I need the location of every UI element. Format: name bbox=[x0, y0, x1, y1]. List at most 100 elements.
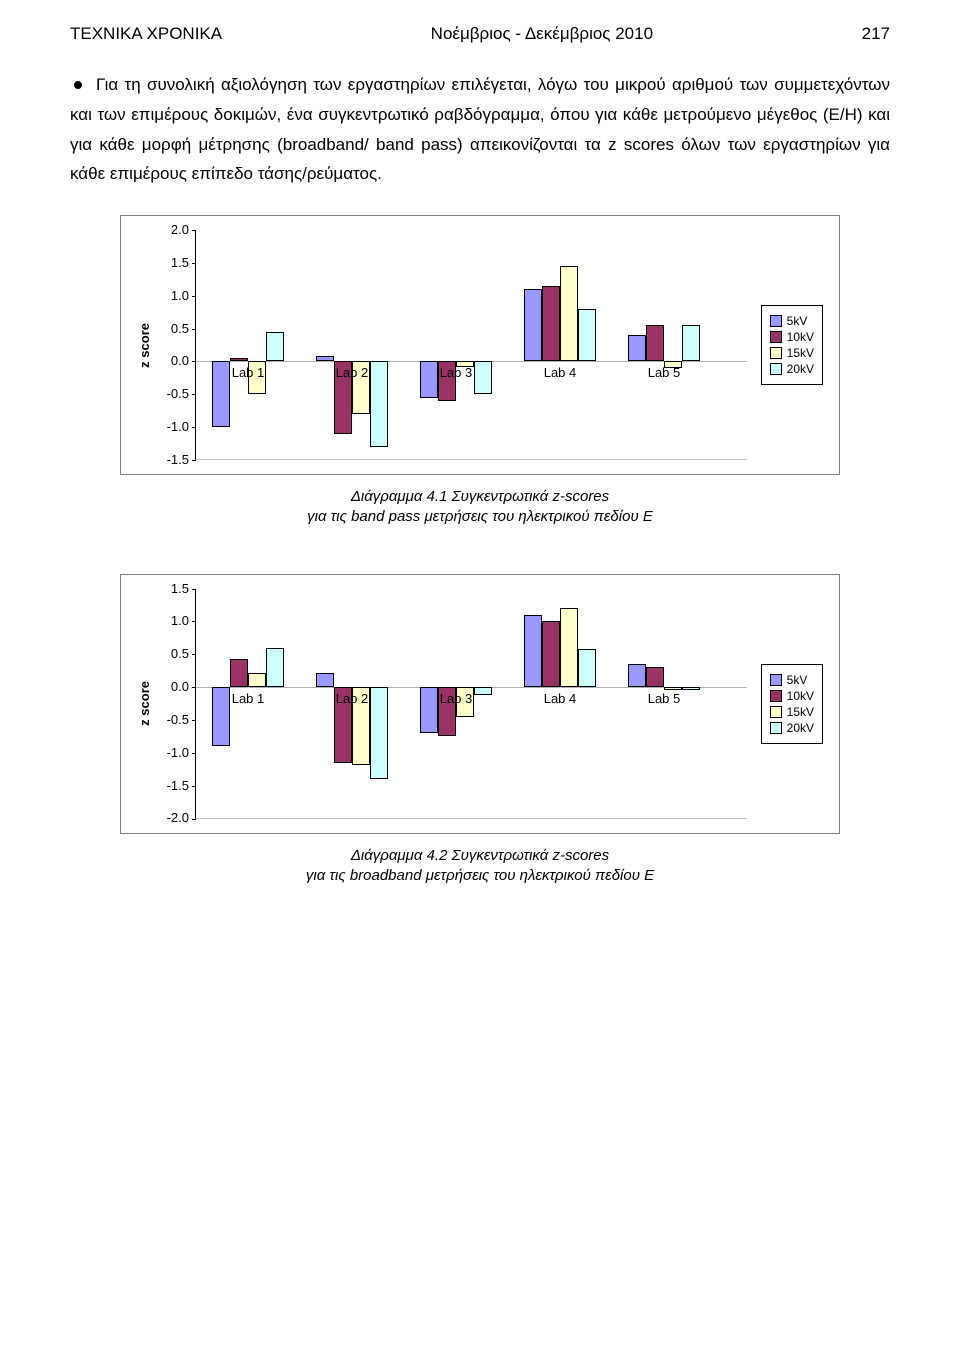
legend-label: 15kV bbox=[787, 346, 814, 360]
legend-swatch bbox=[770, 331, 782, 343]
header-center: Νοέμβριος - Δεκέμβριος 2010 bbox=[431, 24, 653, 44]
bar bbox=[248, 673, 266, 687]
chart-1-row: z score 2.01.51.00.50.0-0.5-1.0-1.5 Lab … bbox=[137, 230, 823, 460]
xaxis-label: Lab 5 bbox=[648, 365, 681, 380]
ytick-mark bbox=[192, 427, 196, 428]
bar bbox=[230, 659, 248, 687]
caption-1-line-1: Διάγραμμα 4.1 Συγκεντρωτικά z-scores bbox=[351, 488, 609, 505]
chart-2-ylabel: z score bbox=[137, 681, 155, 726]
ytick-mark bbox=[192, 720, 196, 721]
ytick-mark bbox=[192, 753, 196, 754]
legend-item: 20kV bbox=[770, 362, 814, 376]
bar bbox=[370, 687, 388, 779]
bar bbox=[230, 358, 248, 361]
legend-label: 20kV bbox=[787, 362, 814, 376]
legend-swatch bbox=[770, 722, 782, 734]
ytick-mark bbox=[192, 621, 196, 622]
ytick-mark bbox=[192, 296, 196, 297]
bar bbox=[578, 649, 596, 687]
bar bbox=[370, 361, 388, 446]
chart-1-legend: 5kV 10kV 15kV 20kV bbox=[761, 305, 823, 385]
bar bbox=[542, 621, 560, 687]
legend-swatch bbox=[770, 690, 782, 702]
xaxis-label: Lab 1 bbox=[232, 691, 265, 706]
bar bbox=[578, 309, 596, 362]
ytick-mark bbox=[192, 786, 196, 787]
chart-2-yaxis: 1.51.00.50.0-0.5-1.0-1.5-2.0 bbox=[155, 589, 195, 819]
legend-item: 5kV bbox=[770, 314, 814, 328]
chart-1-caption: Διάγραμμα 4.1 Συγκεντρωτικά z-scores για… bbox=[70, 487, 890, 528]
bar bbox=[646, 325, 664, 361]
header-right: 217 bbox=[862, 24, 890, 44]
legend-swatch bbox=[770, 347, 782, 359]
chart-1-plot: Lab 1 Lab 2 Lab 3 Lab 4 Lab 5 bbox=[195, 230, 747, 460]
legend-label: 5kV bbox=[787, 673, 808, 687]
caption-2-line-2: για τις broadband μετρήσεις του ηλεκτρικ… bbox=[306, 867, 654, 884]
xaxis-label: Lab 5 bbox=[648, 691, 681, 706]
ytick-mark bbox=[192, 230, 196, 231]
legend-item: 15kV bbox=[770, 346, 814, 360]
bullet-icon bbox=[74, 81, 82, 89]
bar bbox=[646, 667, 664, 687]
xaxis-label: Lab 3 bbox=[440, 691, 473, 706]
legend-item: 20kV bbox=[770, 721, 814, 735]
page: ΤΕΧΝΙΚΑ ΧΡΟΝΙΚΑ Νοέμβριος - Δεκέμβριος 2… bbox=[0, 0, 960, 926]
caption-1-line-2: για τις band pass μετρήσεις του ηλεκτρικ… bbox=[307, 508, 653, 525]
ytick-mark bbox=[192, 819, 196, 820]
chart-2-frame: z score 1.51.00.50.0-0.5-1.0-1.5-2.0 Lab… bbox=[120, 574, 840, 834]
legend-swatch bbox=[770, 674, 782, 686]
chart-2-caption: Διάγραμμα 4.2 Συγκεντρωτικά z-scores για… bbox=[70, 846, 890, 887]
xaxis-label: Lab 2 bbox=[336, 365, 369, 380]
bar bbox=[524, 615, 542, 687]
legend-label: 20kV bbox=[787, 721, 814, 735]
ytick-mark bbox=[192, 654, 196, 655]
bar bbox=[628, 335, 646, 361]
chart-1-yaxis: 2.01.51.00.50.0-0.5-1.0-1.5 bbox=[155, 230, 195, 460]
xaxis-label: Lab 4 bbox=[544, 691, 577, 706]
legend-label: 5kV bbox=[787, 314, 808, 328]
xaxis-label: Lab 3 bbox=[440, 365, 473, 380]
bar bbox=[560, 266, 578, 361]
bar bbox=[524, 289, 542, 361]
chart-2-plot: Lab 1 Lab 2 Lab 3 Lab 4 Lab 5 bbox=[195, 589, 747, 819]
bar bbox=[664, 687, 682, 690]
legend-swatch bbox=[770, 706, 782, 718]
bar bbox=[682, 687, 700, 690]
page-header: ΤΕΧΝΙΚΑ ΧΡΟΝΙΚΑ Νοέμβριος - Δεκέμβριος 2… bbox=[70, 24, 890, 44]
legend-label: 10kV bbox=[787, 689, 814, 703]
bar bbox=[542, 286, 560, 362]
bar bbox=[212, 361, 230, 427]
ytick-mark bbox=[192, 263, 196, 264]
legend-item: 10kV bbox=[770, 689, 814, 703]
xaxis-label: Lab 4 bbox=[544, 365, 577, 380]
body-paragraph: Για τη συνολική αξιολόγηση των εργαστηρί… bbox=[70, 70, 890, 189]
xaxis-label: Lab 1 bbox=[232, 365, 265, 380]
legend-swatch bbox=[770, 315, 782, 327]
header-left: ΤΕΧΝΙΚΑ ΧΡΟΝΙΚΑ bbox=[70, 24, 222, 44]
bar bbox=[628, 664, 646, 687]
ytick-mark bbox=[192, 589, 196, 590]
legend-item: 10kV bbox=[770, 330, 814, 344]
bar bbox=[212, 687, 230, 746]
legend-item: 5kV bbox=[770, 673, 814, 687]
chart-2-legend: 5kV 10kV 15kV 20kV bbox=[761, 664, 823, 744]
xaxis-label: Lab 2 bbox=[336, 691, 369, 706]
bar bbox=[266, 332, 284, 362]
bar bbox=[266, 648, 284, 687]
legend-label: 15kV bbox=[787, 705, 814, 719]
caption-2-line-1: Διάγραμμα 4.2 Συγκεντρωτικά z-scores bbox=[351, 847, 609, 864]
bar bbox=[474, 687, 492, 695]
paragraph-text: Για τη συνολική αξιολόγηση των εργαστηρί… bbox=[70, 75, 890, 183]
bar bbox=[316, 673, 334, 687]
bar bbox=[316, 356, 334, 361]
legend-swatch bbox=[770, 363, 782, 375]
legend-item: 15kV bbox=[770, 705, 814, 719]
legend-label: 10kV bbox=[787, 330, 814, 344]
bar bbox=[560, 608, 578, 687]
chart-1-ylabel: z score bbox=[137, 323, 155, 368]
bar bbox=[420, 361, 438, 397]
bar bbox=[474, 361, 492, 394]
chart-2-row: z score 1.51.00.50.0-0.5-1.0-1.5-2.0 Lab… bbox=[137, 589, 823, 819]
bar bbox=[682, 325, 700, 361]
ytick-mark bbox=[192, 394, 196, 395]
